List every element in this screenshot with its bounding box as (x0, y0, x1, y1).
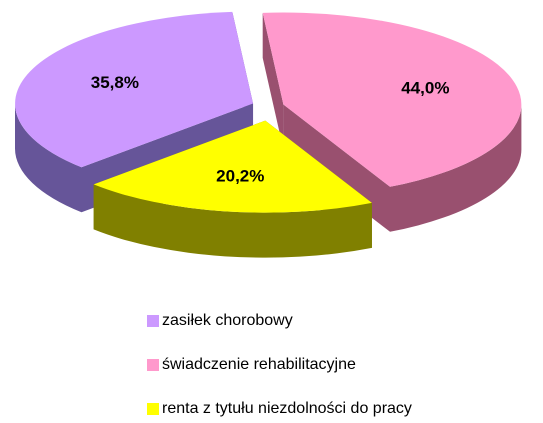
slice-side (93, 184, 372, 258)
slice-side (390, 104, 522, 232)
slice (93, 120, 372, 213)
legend-label: zasiłek chorobowy (162, 312, 293, 329)
legend-swatch (147, 315, 159, 327)
value-label: 35,8% (91, 73, 139, 92)
legend-label: renta z tytułu niezdolności do pracy (162, 400, 412, 417)
slice (262, 12, 522, 187)
legend-label: świadczenie rehabilitacyjne (162, 356, 356, 373)
slice (15, 11, 254, 168)
value-label: 20,2% (216, 166, 264, 185)
slice-side (262, 12, 284, 150)
legend-swatch (147, 359, 159, 371)
slice-side (14, 103, 82, 213)
value-label: 44,0% (401, 78, 449, 97)
legend-swatch (147, 403, 159, 415)
